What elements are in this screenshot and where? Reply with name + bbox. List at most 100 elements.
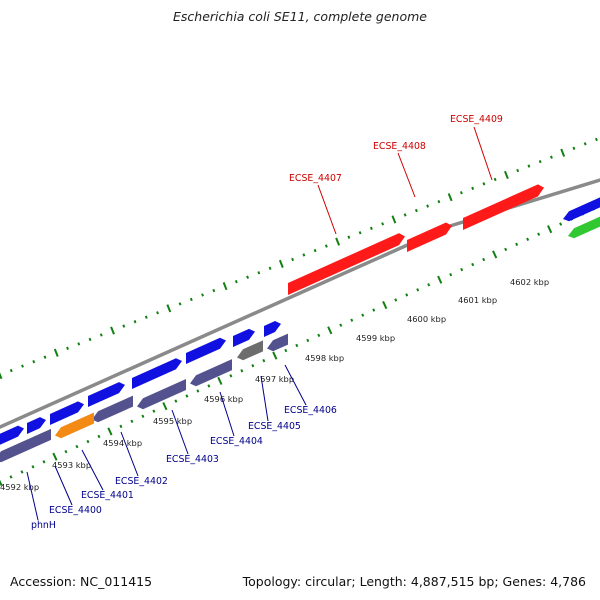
gene-label: ECSE_4402 xyxy=(115,476,168,487)
gene-label: phnH xyxy=(31,520,56,531)
forward-gene[interactable] xyxy=(563,196,600,222)
reverse-gene[interactable] xyxy=(267,333,288,352)
tick-mark xyxy=(21,364,24,368)
tick-mark xyxy=(272,351,278,360)
forward-gene[interactable] xyxy=(186,337,226,364)
tick-mark xyxy=(110,326,115,335)
tick-mark xyxy=(119,424,123,429)
tick-mark xyxy=(75,444,79,449)
kbp-label: 4594 kbp xyxy=(103,438,142,448)
tick-mark xyxy=(122,324,126,328)
forward-gene[interactable] xyxy=(132,358,182,389)
kbp-label: 4592 kbp xyxy=(0,482,39,492)
tick-mark xyxy=(382,300,388,310)
tick-mark xyxy=(257,271,261,275)
rna-gene[interactable] xyxy=(55,412,94,439)
tick-mark xyxy=(162,402,168,411)
tick-mark xyxy=(178,302,182,306)
tick-mark xyxy=(414,208,418,213)
tick-mark xyxy=(144,315,148,319)
forward-gene[interactable] xyxy=(0,425,24,447)
tick-mark xyxy=(20,470,24,474)
reverse-gene[interactable] xyxy=(92,395,133,423)
tick-mark xyxy=(66,346,69,350)
gene-label: ECSE_4404 xyxy=(210,436,263,447)
gene-labels: phnH ECSE_4400 ECSE_4401 ECSE_4402 ECSE_4403… xyxy=(26,114,503,531)
position-labels: 4592 kbp 4593 kbp 4594 kbp 4595 kbp 4596 kbp… xyxy=(0,277,549,492)
rrna-gene[interactable] xyxy=(568,216,600,239)
tick-mark xyxy=(9,368,13,373)
leader-line xyxy=(397,152,416,198)
highlighted-gene[interactable] xyxy=(288,233,405,295)
forward-gene[interactable] xyxy=(88,382,125,407)
tick-mark xyxy=(537,232,541,236)
tick-mark xyxy=(547,225,553,234)
tick-mark xyxy=(234,279,238,284)
tick-mark xyxy=(201,293,205,297)
tick-mark xyxy=(251,364,255,368)
tick-mark xyxy=(217,376,223,385)
tick-mark xyxy=(358,231,362,235)
gene-label: ECSE_4407 xyxy=(289,173,342,184)
leader-line xyxy=(473,126,493,181)
kbp-label: 4601 kbp xyxy=(458,295,497,305)
tick-mark xyxy=(130,419,134,424)
tick-mark xyxy=(471,262,475,267)
tick-mark xyxy=(284,348,288,353)
reverse-gene[interactable] xyxy=(137,378,186,410)
tick-mark xyxy=(189,297,193,302)
tick-mark xyxy=(583,142,587,146)
tick-mark xyxy=(403,213,407,217)
leader-line xyxy=(284,364,307,406)
tick-mark xyxy=(107,427,113,436)
tick-mark xyxy=(246,275,250,279)
tick-mark xyxy=(482,182,486,186)
tick-mark xyxy=(0,479,3,487)
leader-line xyxy=(120,431,139,477)
tick-mark xyxy=(559,222,563,226)
tick-mark xyxy=(324,244,328,248)
leader-line xyxy=(260,375,269,422)
gene-features[interactable] xyxy=(0,184,600,463)
highlighted-gene[interactable] xyxy=(463,184,544,230)
tick-mark xyxy=(268,266,272,270)
kbp-label: 4595 kbp xyxy=(153,416,192,426)
forward-gene[interactable] xyxy=(50,401,84,425)
tick-mark xyxy=(262,358,266,363)
tick-mark xyxy=(327,326,333,335)
tick-mark xyxy=(52,452,58,461)
highlighted-gene[interactable] xyxy=(407,222,452,252)
reverse-gene[interactable] xyxy=(190,359,232,387)
tick-mark xyxy=(394,298,398,302)
tick-mark xyxy=(504,247,508,252)
forward-gene[interactable] xyxy=(233,328,255,347)
tick-mark xyxy=(504,170,509,180)
tick-mark xyxy=(437,199,441,204)
tick-mark xyxy=(0,372,3,380)
tick-mark xyxy=(97,434,101,439)
tick-mark xyxy=(32,359,36,364)
accession-text: Accession: NC_011415 xyxy=(10,574,153,589)
tick-mark xyxy=(549,155,553,159)
other-gene[interactable] xyxy=(237,340,263,361)
tick-mark xyxy=(595,137,598,142)
tick-mark xyxy=(560,148,566,157)
forward-gene[interactable] xyxy=(27,417,46,434)
tick-mark xyxy=(222,282,228,291)
reverse-gene[interactable] xyxy=(0,428,51,463)
tick-mark xyxy=(313,248,317,253)
tick-mark xyxy=(152,409,156,413)
tick-mark xyxy=(295,343,299,348)
tick-mark xyxy=(42,460,46,464)
tick-mark xyxy=(515,242,519,247)
tick-mark xyxy=(240,369,244,373)
forward-gene[interactable] xyxy=(264,321,281,337)
tick-mark xyxy=(449,272,453,277)
tick-marks xyxy=(0,137,598,487)
tick-mark xyxy=(302,253,306,257)
tick-mark xyxy=(291,257,295,262)
tick-mark xyxy=(156,311,159,315)
kbp-label: 4596 kbp xyxy=(204,394,243,404)
tick-mark xyxy=(416,288,420,292)
